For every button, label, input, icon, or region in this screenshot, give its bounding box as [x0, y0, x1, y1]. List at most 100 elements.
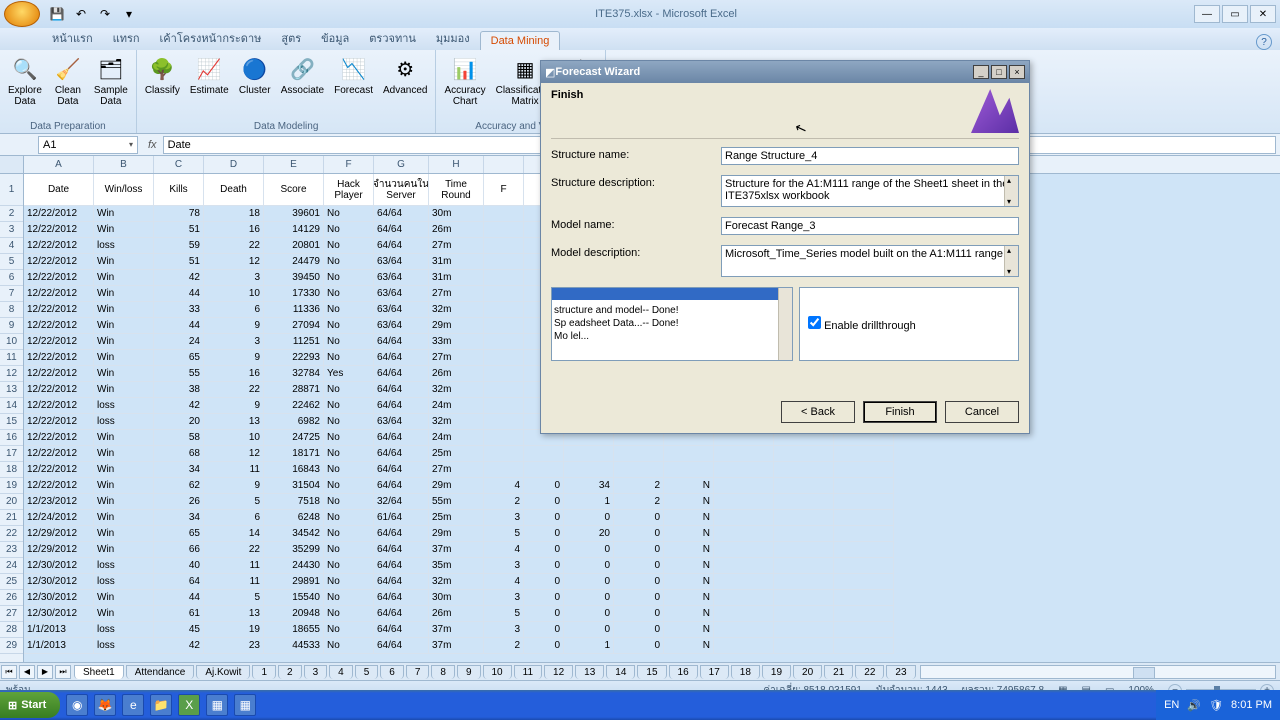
cell[interactable]: 44 — [154, 286, 204, 302]
sheet-tab[interactable]: 19 — [762, 665, 791, 679]
cell[interactable]: 27094 — [264, 318, 324, 334]
cell[interactable]: 4 — [484, 574, 524, 590]
cell[interactable]: 31m — [429, 270, 484, 286]
cell[interactable]: 12/30/2012 — [24, 606, 94, 622]
cell[interactable]: 12/22/2012 — [24, 398, 94, 414]
cell[interactable] — [834, 542, 894, 558]
cell[interactable]: 0 — [524, 478, 564, 494]
cell[interactable]: 12/22/2012 — [24, 430, 94, 446]
cell[interactable]: 12/30/2012 — [24, 574, 94, 590]
cell[interactable]: 32m — [429, 302, 484, 318]
drillthrough-checkbox[interactable]: Enable drillthrough — [808, 320, 916, 332]
cell[interactable]: N — [664, 542, 714, 558]
cell[interactable]: 6982 — [264, 414, 324, 430]
cell[interactable]: No — [324, 558, 374, 574]
cell[interactable] — [774, 526, 834, 542]
sheet-tab[interactable]: 15 — [637, 665, 666, 679]
structure-desc-input[interactable]: Structure for the A1:M111 range of the S… — [721, 175, 1019, 207]
cell[interactable] — [524, 446, 564, 462]
cell[interactable] — [774, 542, 834, 558]
cell[interactable] — [714, 606, 774, 622]
cell[interactable]: 55m — [429, 494, 484, 510]
model-desc-input[interactable]: Microsoft_Time_Series model built on the… — [721, 245, 1019, 277]
cell[interactable]: 63/64 — [374, 414, 429, 430]
model-name-input[interactable]: Forecast Range_3 — [721, 217, 1019, 235]
sheet-nav-next[interactable]: ▶ — [37, 665, 53, 679]
cell[interactable]: Win — [94, 606, 154, 622]
cell[interactable]: 0 — [524, 590, 564, 606]
cell[interactable]: 5 — [204, 494, 264, 510]
sheet-tab[interactable]: Sheet1 — [74, 665, 124, 679]
cell[interactable]: 12/22/2012 — [24, 462, 94, 478]
cell[interactable]: Win — [94, 286, 154, 302]
sheet-tab[interactable]: 11 — [514, 665, 542, 679]
cell[interactable]: 66 — [154, 542, 204, 558]
cell[interactable]: Win — [94, 494, 154, 510]
cell[interactable]: 64/64 — [374, 350, 429, 366]
row-header[interactable]: 10 — [0, 334, 23, 350]
cell[interactable]: 62 — [154, 478, 204, 494]
horizontal-scrollbar[interactable] — [920, 665, 1276, 679]
cell[interactable]: 0 — [524, 558, 564, 574]
cell[interactable]: N — [664, 558, 714, 574]
cell[interactable]: 0 — [524, 622, 564, 638]
cell[interactable]: loss — [94, 574, 154, 590]
cell[interactable] — [484, 350, 524, 366]
cell[interactable]: 27m — [429, 238, 484, 254]
cell[interactable]: 27m — [429, 462, 484, 478]
cell[interactable] — [484, 414, 524, 430]
select-all-corner[interactable] — [0, 156, 23, 174]
header-cell[interactable]: F — [484, 174, 524, 206]
cell[interactable]: 12/22/2012 — [24, 350, 94, 366]
cell[interactable]: 0 — [614, 558, 664, 574]
sheet-tab[interactable]: 10 — [483, 665, 512, 679]
cell[interactable] — [714, 462, 774, 478]
cell[interactable]: Win — [94, 382, 154, 398]
sheet-tab[interactable]: 6 — [380, 665, 404, 679]
cell[interactable]: 12/22/2012 — [24, 414, 94, 430]
ribbon-tab-3[interactable]: สูตร — [271, 26, 311, 50]
sheet-tab[interactable]: 21 — [824, 665, 853, 679]
cell[interactable]: 31m — [429, 254, 484, 270]
cell[interactable]: 63/64 — [374, 302, 429, 318]
cell[interactable]: 65 — [154, 526, 204, 542]
cell[interactable]: 40 — [154, 558, 204, 574]
cell[interactable]: 0 — [564, 622, 614, 638]
cell[interactable]: 18171 — [264, 446, 324, 462]
row-header[interactable]: 12 — [0, 366, 23, 382]
cell[interactable]: 32/64 — [374, 494, 429, 510]
cell[interactable]: 2 — [484, 494, 524, 510]
taskbar-ie-icon[interactable]: e — [122, 694, 144, 716]
header-cell[interactable]: TimeRound — [429, 174, 484, 206]
cell[interactable]: 12/29/2012 — [24, 526, 94, 542]
cell[interactable] — [564, 446, 614, 462]
cell[interactable]: 26m — [429, 366, 484, 382]
cell[interactable]: 34 — [154, 462, 204, 478]
cell[interactable]: loss — [94, 558, 154, 574]
cell[interactable]: 12/22/2012 — [24, 254, 94, 270]
ribbon-tab-4[interactable]: ข้อมูล — [311, 26, 359, 50]
cell[interactable]: 9 — [204, 398, 264, 414]
cell[interactable]: No — [324, 494, 374, 510]
cell[interactable]: 13 — [204, 414, 264, 430]
cell[interactable]: 78 — [154, 206, 204, 222]
cell[interactable]: 3 — [484, 622, 524, 638]
header-cell[interactable]: Kills — [154, 174, 204, 206]
row-header[interactable]: 4 — [0, 238, 23, 254]
fx-icon[interactable]: fx — [148, 139, 157, 151]
cell[interactable]: Win — [94, 430, 154, 446]
cell[interactable]: 64/64 — [374, 478, 429, 494]
cell[interactable]: Win — [94, 446, 154, 462]
cell[interactable] — [774, 574, 834, 590]
cell[interactable]: 42 — [154, 270, 204, 286]
row-header[interactable]: 22 — [0, 526, 23, 542]
cell[interactable]: 12/22/2012 — [24, 238, 94, 254]
cell[interactable]: No — [324, 398, 374, 414]
cell[interactable] — [834, 510, 894, 526]
taskbar-chrome-icon[interactable]: ◉ — [66, 694, 88, 716]
row-header[interactable]: 15 — [0, 414, 23, 430]
cell[interactable]: 0 — [564, 590, 614, 606]
cell[interactable]: No — [324, 446, 374, 462]
cell[interactable]: 3 — [204, 334, 264, 350]
taskbar-explorer-icon[interactable]: 📁 — [150, 694, 172, 716]
